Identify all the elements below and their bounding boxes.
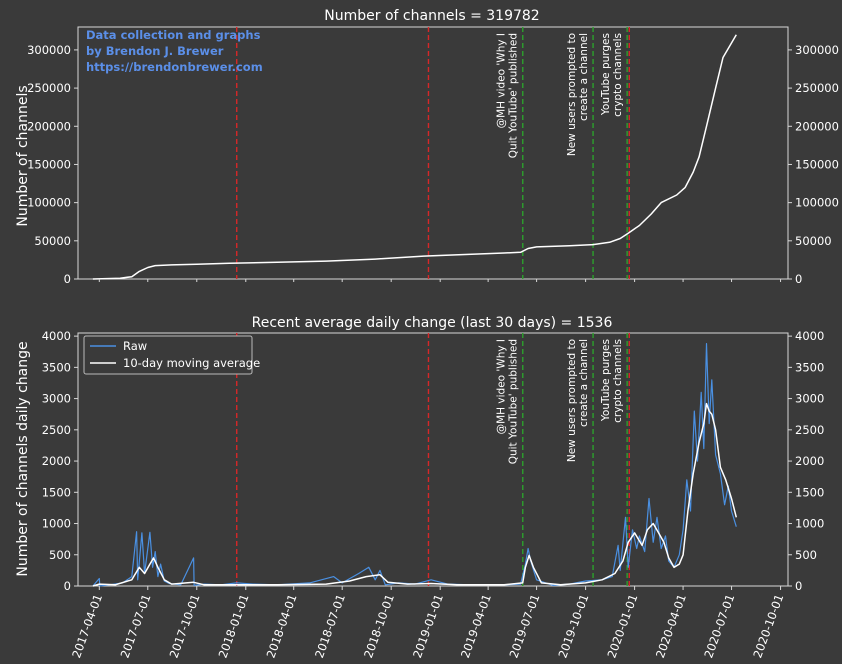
bottom-series-line-1 [92, 402, 738, 587]
bottom-chart-ylabel: Number of channels daily change [15, 341, 31, 576]
bottom-ytick-label-right: 0 [795, 579, 802, 593]
bottom-axes-frame [77, 332, 789, 587]
top-axes-frame [77, 26, 789, 280]
credit-line-1: Data collection and graphs [86, 28, 261, 42]
top-chart-title: Number of channels = 319782 [324, 8, 539, 24]
top-ytick-label-left: 0 [64, 272, 71, 286]
bottom-ytick-label-left: 3500 [42, 360, 71, 374]
bottom-ytick-label-left: 1000 [42, 517, 71, 531]
legend: Raw 10-day moving average [83, 335, 260, 375]
bottom-event-label: @MH video 'Why IQuit YouTube' published [496, 339, 520, 464]
top-ytick-label-right: 200000 [795, 119, 839, 133]
bottom-event-label: New users prompted tocreate a channel [566, 339, 590, 462]
top-ytick-label-left: 250000 [27, 81, 71, 95]
top-ytick-label-right: 50000 [795, 234, 832, 248]
bottom-ytick-label-right: 3500 [795, 360, 824, 374]
credit-line-3: https://brendonbrewer.com [86, 60, 263, 74]
top-ytick-label-left: 300000 [27, 43, 71, 57]
legend-raw-label: Raw [123, 339, 147, 353]
top-ytick-label-right: 300000 [795, 43, 839, 57]
top-ytick-label-left: 200000 [27, 119, 71, 133]
bottom-ytick-label-right: 4000 [795, 329, 824, 343]
bottom-ytick-label-right: 500 [795, 548, 817, 562]
top-event-label: New users prompted tocreate a channel [566, 33, 590, 156]
top-ytick-label-right: 150000 [795, 157, 839, 171]
legend-avg-label: 10-day moving average [123, 356, 260, 370]
bottom-ytick-label-left: 1500 [42, 485, 71, 499]
bottom-ytick-label-right: 1000 [795, 517, 824, 531]
bottom-ytick-label-left: 500 [49, 548, 71, 562]
bottom-ytick-label-left: 2500 [42, 423, 71, 437]
bottom-event-label: YouTube purgescrypto channels [600, 339, 624, 423]
top-ytick-label-left: 100000 [27, 196, 71, 210]
top-series-line-0 [92, 34, 737, 280]
bottom-ytick-label-left: 4000 [42, 329, 71, 343]
bottom-ytick-label-right: 2000 [795, 454, 824, 468]
bottom-ytick-label-left: 2000 [42, 454, 71, 468]
top-ytick-label-right: 100000 [795, 196, 839, 210]
credit-line-2: by Brendon J. Brewer [86, 44, 224, 58]
bottom-ytick-label-right: 1500 [795, 485, 824, 499]
top-event-label: YouTube purgescrypto channels [600, 33, 624, 117]
bottom-ytick-label-left: 0 [64, 579, 71, 593]
bottom-ytick-label-left: 3000 [42, 392, 71, 406]
bottom-ytick-label-right: 3000 [795, 392, 824, 406]
bottom-chart-title: Recent average daily change (last 30 day… [252, 315, 613, 331]
top-ytick-label-right: 250000 [795, 81, 839, 95]
top-chart-ylabel: Number of channels [15, 85, 31, 226]
top-ytick-label-right: 0 [795, 272, 802, 286]
legend-box [83, 335, 253, 375]
top-ytick-label-left: 150000 [27, 157, 71, 171]
top-ytick-label-left: 50000 [34, 234, 71, 248]
top-event-label: @MH video 'Why IQuit YouTube' published [496, 33, 520, 158]
top-plot-area: 0 0 50000 50000 100000 100000 150000 150000 2000… [27, 26, 839, 286]
bottom-ytick-label-right: 2500 [795, 423, 824, 437]
